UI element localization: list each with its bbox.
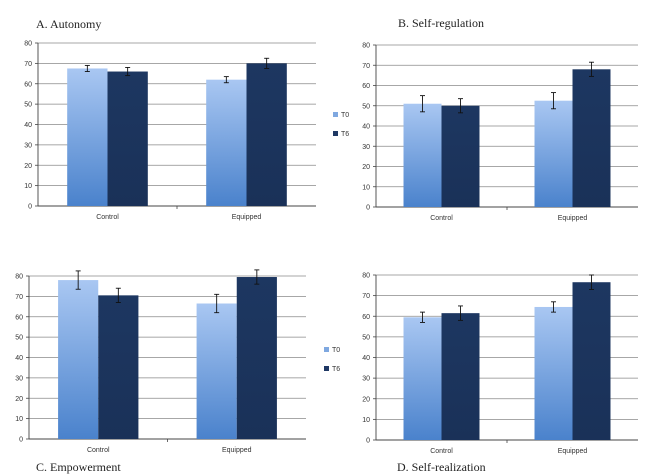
y-tick-label: 40 <box>15 355 23 362</box>
panel-b-title: B. Self-regulation <box>398 16 484 30</box>
y-tick-label: 50 <box>362 103 370 110</box>
panel-a-autonomy: 0 10 20 30 40 50 60 70 80 Control Equipped <box>24 41 316 221</box>
y-tick-label: 30 <box>24 142 32 149</box>
y-tick-label: 70 <box>362 63 370 70</box>
y-tick-label: 10 <box>362 184 370 191</box>
y-tick-label: 30 <box>362 144 370 151</box>
panel-b-self-regulation: 0 10 20 30 40 50 60 70 80 Control Equipped <box>362 43 638 222</box>
y-tick-label: 20 <box>15 396 23 403</box>
y-tick-label: 80 <box>362 43 370 50</box>
bar-t0-control <box>58 280 99 439</box>
legend-bottom: T0 T6 <box>324 347 340 373</box>
panel-a-title: A. Autonomy <box>36 17 101 31</box>
category-label-equipped: Equipped <box>222 447 252 454</box>
panel-c-title: C. Empowerment <box>36 460 121 474</box>
y-tick-label: 60 <box>362 314 370 321</box>
y-tick-label: 0 <box>19 437 23 444</box>
y-tick-label: 80 <box>15 274 23 281</box>
y-tick-label: 20 <box>362 164 370 171</box>
legend-swatch-t0 <box>333 112 338 117</box>
bar-t6-control <box>98 295 139 439</box>
bar-t0-control <box>403 317 442 440</box>
category-label-equipped: Equipped <box>558 215 588 222</box>
y-tick-label: 10 <box>15 416 23 423</box>
y-tick-label: 30 <box>15 375 23 382</box>
y-tick-label: 20 <box>24 163 32 170</box>
category-label-equipped: Equipped <box>558 448 588 455</box>
bar-t0-equipped <box>534 100 573 207</box>
legend-top: T0 T6 <box>333 112 349 138</box>
legend-label-t0: T0 <box>332 347 340 354</box>
y-tick-label: 40 <box>362 355 370 362</box>
bar-t0-equipped <box>206 79 247 206</box>
category-label-control: Control <box>87 447 110 454</box>
legend-label-t0: T0 <box>341 112 349 119</box>
y-tick-label: 50 <box>24 102 32 109</box>
bar-t0-control <box>403 103 442 207</box>
y-tick-label: 50 <box>15 335 23 342</box>
y-tick-label: 60 <box>15 314 23 321</box>
y-tick-label: 70 <box>362 293 370 300</box>
y-tick-label: 0 <box>366 438 370 445</box>
y-tick-label: 30 <box>362 376 370 383</box>
y-tick-label: 0 <box>366 205 370 212</box>
bar-t0-equipped <box>534 306 573 440</box>
bar-t6-control <box>441 105 480 207</box>
category-label-control: Control <box>96 214 119 221</box>
y-tick-label: 20 <box>362 396 370 403</box>
bar-t6-control <box>441 313 480 440</box>
panel-d-self-realization: 0 10 20 30 40 50 60 70 80 Control Equipped <box>362 273 638 455</box>
y-tick-label: 10 <box>24 183 32 190</box>
legend-label-t6: T6 <box>341 131 349 138</box>
category-label-control: Control <box>430 448 453 455</box>
category-label-control: Control <box>430 215 453 222</box>
y-tick-label: 10 <box>362 417 370 424</box>
panel-c-empowerment: 0 10 20 30 40 50 60 70 80 Control Equipped <box>15 269 306 454</box>
legend-swatch-t6 <box>333 131 338 136</box>
bar-t0-control <box>67 68 108 206</box>
y-tick-label: 70 <box>15 294 23 301</box>
legend-swatch-t0 <box>324 347 329 352</box>
bar-t6-equipped <box>572 282 611 440</box>
bar-t6-equipped <box>246 63 287 206</box>
y-tick-label: 50 <box>362 334 370 341</box>
bar-t0-equipped <box>196 303 237 439</box>
y-tick-label: 40 <box>362 124 370 131</box>
category-label-equipped: Equipped <box>232 214 262 221</box>
bar-t6-equipped <box>236 277 277 439</box>
y-tick-label: 40 <box>24 122 32 129</box>
legend-label-t6: T6 <box>332 366 340 373</box>
y-tick-label: 60 <box>24 81 32 88</box>
bar-t6-equipped <box>572 69 611 207</box>
y-tick-label: 80 <box>24 41 32 48</box>
panel-d-title: D. Self-realization <box>397 460 486 474</box>
y-tick-label: 70 <box>24 61 32 68</box>
y-tick-label: 0 <box>28 204 32 211</box>
y-tick-label: 80 <box>362 273 370 280</box>
legend-swatch-t6 <box>324 366 329 371</box>
bar-t6-control <box>107 71 148 207</box>
y-tick-label: 60 <box>362 83 370 90</box>
